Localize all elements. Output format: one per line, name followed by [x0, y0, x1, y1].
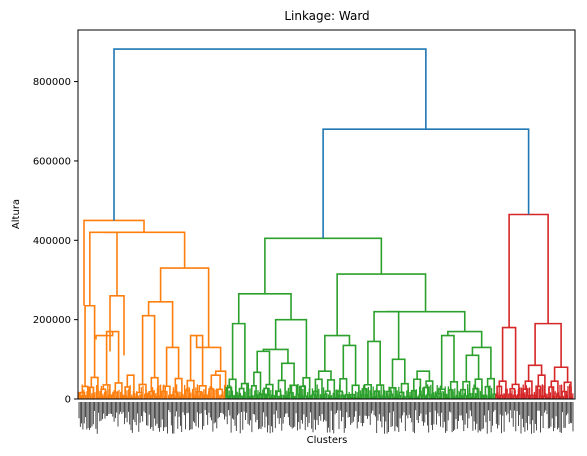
- cluster-link: [159, 267, 210, 348]
- cluster-link: [386, 310, 466, 332]
- cluster-link: [189, 334, 204, 386]
- leaf-link: [90, 376, 99, 398]
- y-axis: 0 200000 400000 600000 800000: [33, 77, 78, 406]
- cluster-link: [324, 334, 351, 372]
- cluster-link: [465, 354, 480, 382]
- cluster-link: [83, 219, 145, 306]
- leaf-link: [210, 374, 221, 390]
- cluster-link: [322, 128, 530, 239]
- y-tick-label: 0: [65, 395, 71, 406]
- leaf-clusters: [78, 383, 574, 399]
- cluster-link: [416, 370, 431, 382]
- cluster-link: [471, 346, 492, 379]
- leaf-link: [174, 377, 183, 397]
- dendrogram-links: [78, 48, 573, 399]
- leaf-link: [277, 379, 286, 398]
- cluster-link: [527, 364, 543, 382]
- cluster-link: [281, 362, 295, 386]
- leaf-link: [449, 380, 459, 398]
- leaf-link: [484, 385, 491, 397]
- y-tick-label: 600000: [33, 156, 71, 167]
- cluster-link: [103, 231, 186, 269]
- leaf-link: [537, 374, 546, 397]
- y-tick-label: 200000: [33, 315, 71, 326]
- cluster-link: [336, 273, 427, 336]
- leaf-link: [326, 379, 336, 398]
- leaf-link: [302, 377, 311, 398]
- leaf-link: [214, 370, 227, 399]
- chart-title: Linkage: Ward: [284, 9, 369, 23]
- cluster-link: [84, 304, 96, 387]
- cluster-link: [256, 350, 271, 385]
- cluster-link: [89, 231, 118, 306]
- cluster-link: [105, 330, 120, 385]
- cluster-link: [141, 314, 156, 385]
- leaf-link: [509, 387, 516, 396]
- cluster-link: [534, 322, 562, 368]
- leaf-link: [138, 383, 147, 395]
- y-tick-label: 800000: [33, 77, 71, 88]
- y-axis-label: Altura: [11, 199, 22, 229]
- cluster-link: [508, 213, 549, 328]
- cluster-link: [317, 370, 332, 380]
- leaf-link: [425, 380, 434, 396]
- cluster-link: [264, 237, 383, 294]
- y-tick-label: 400000: [33, 236, 71, 247]
- cluster-link: [109, 295, 125, 356]
- leaf-link: [376, 384, 385, 398]
- cluster-link: [113, 48, 427, 221]
- leaf-link: [126, 374, 135, 398]
- plot-frame: [77, 29, 576, 400]
- cluster-link: [237, 293, 292, 324]
- leaf-link: [186, 379, 195, 397]
- leaf-link: [114, 382, 123, 396]
- cluster-link: [553, 366, 569, 383]
- cluster-link: [95, 331, 114, 340]
- cluster-link: [165, 346, 180, 387]
- leaf-link: [498, 380, 507, 395]
- leaf-labels: [78, 402, 574, 434]
- x-axis-label: Clusters: [307, 435, 348, 446]
- cluster-link: [447, 330, 483, 348]
- cluster-link: [501, 326, 517, 385]
- leaf-link: [486, 377, 495, 395]
- cluster-link: [367, 340, 381, 386]
- cluster-link: [147, 300, 174, 348]
- cluster-link: [391, 358, 406, 388]
- cluster-link: [231, 322, 246, 384]
- cluster-link: [373, 310, 400, 360]
